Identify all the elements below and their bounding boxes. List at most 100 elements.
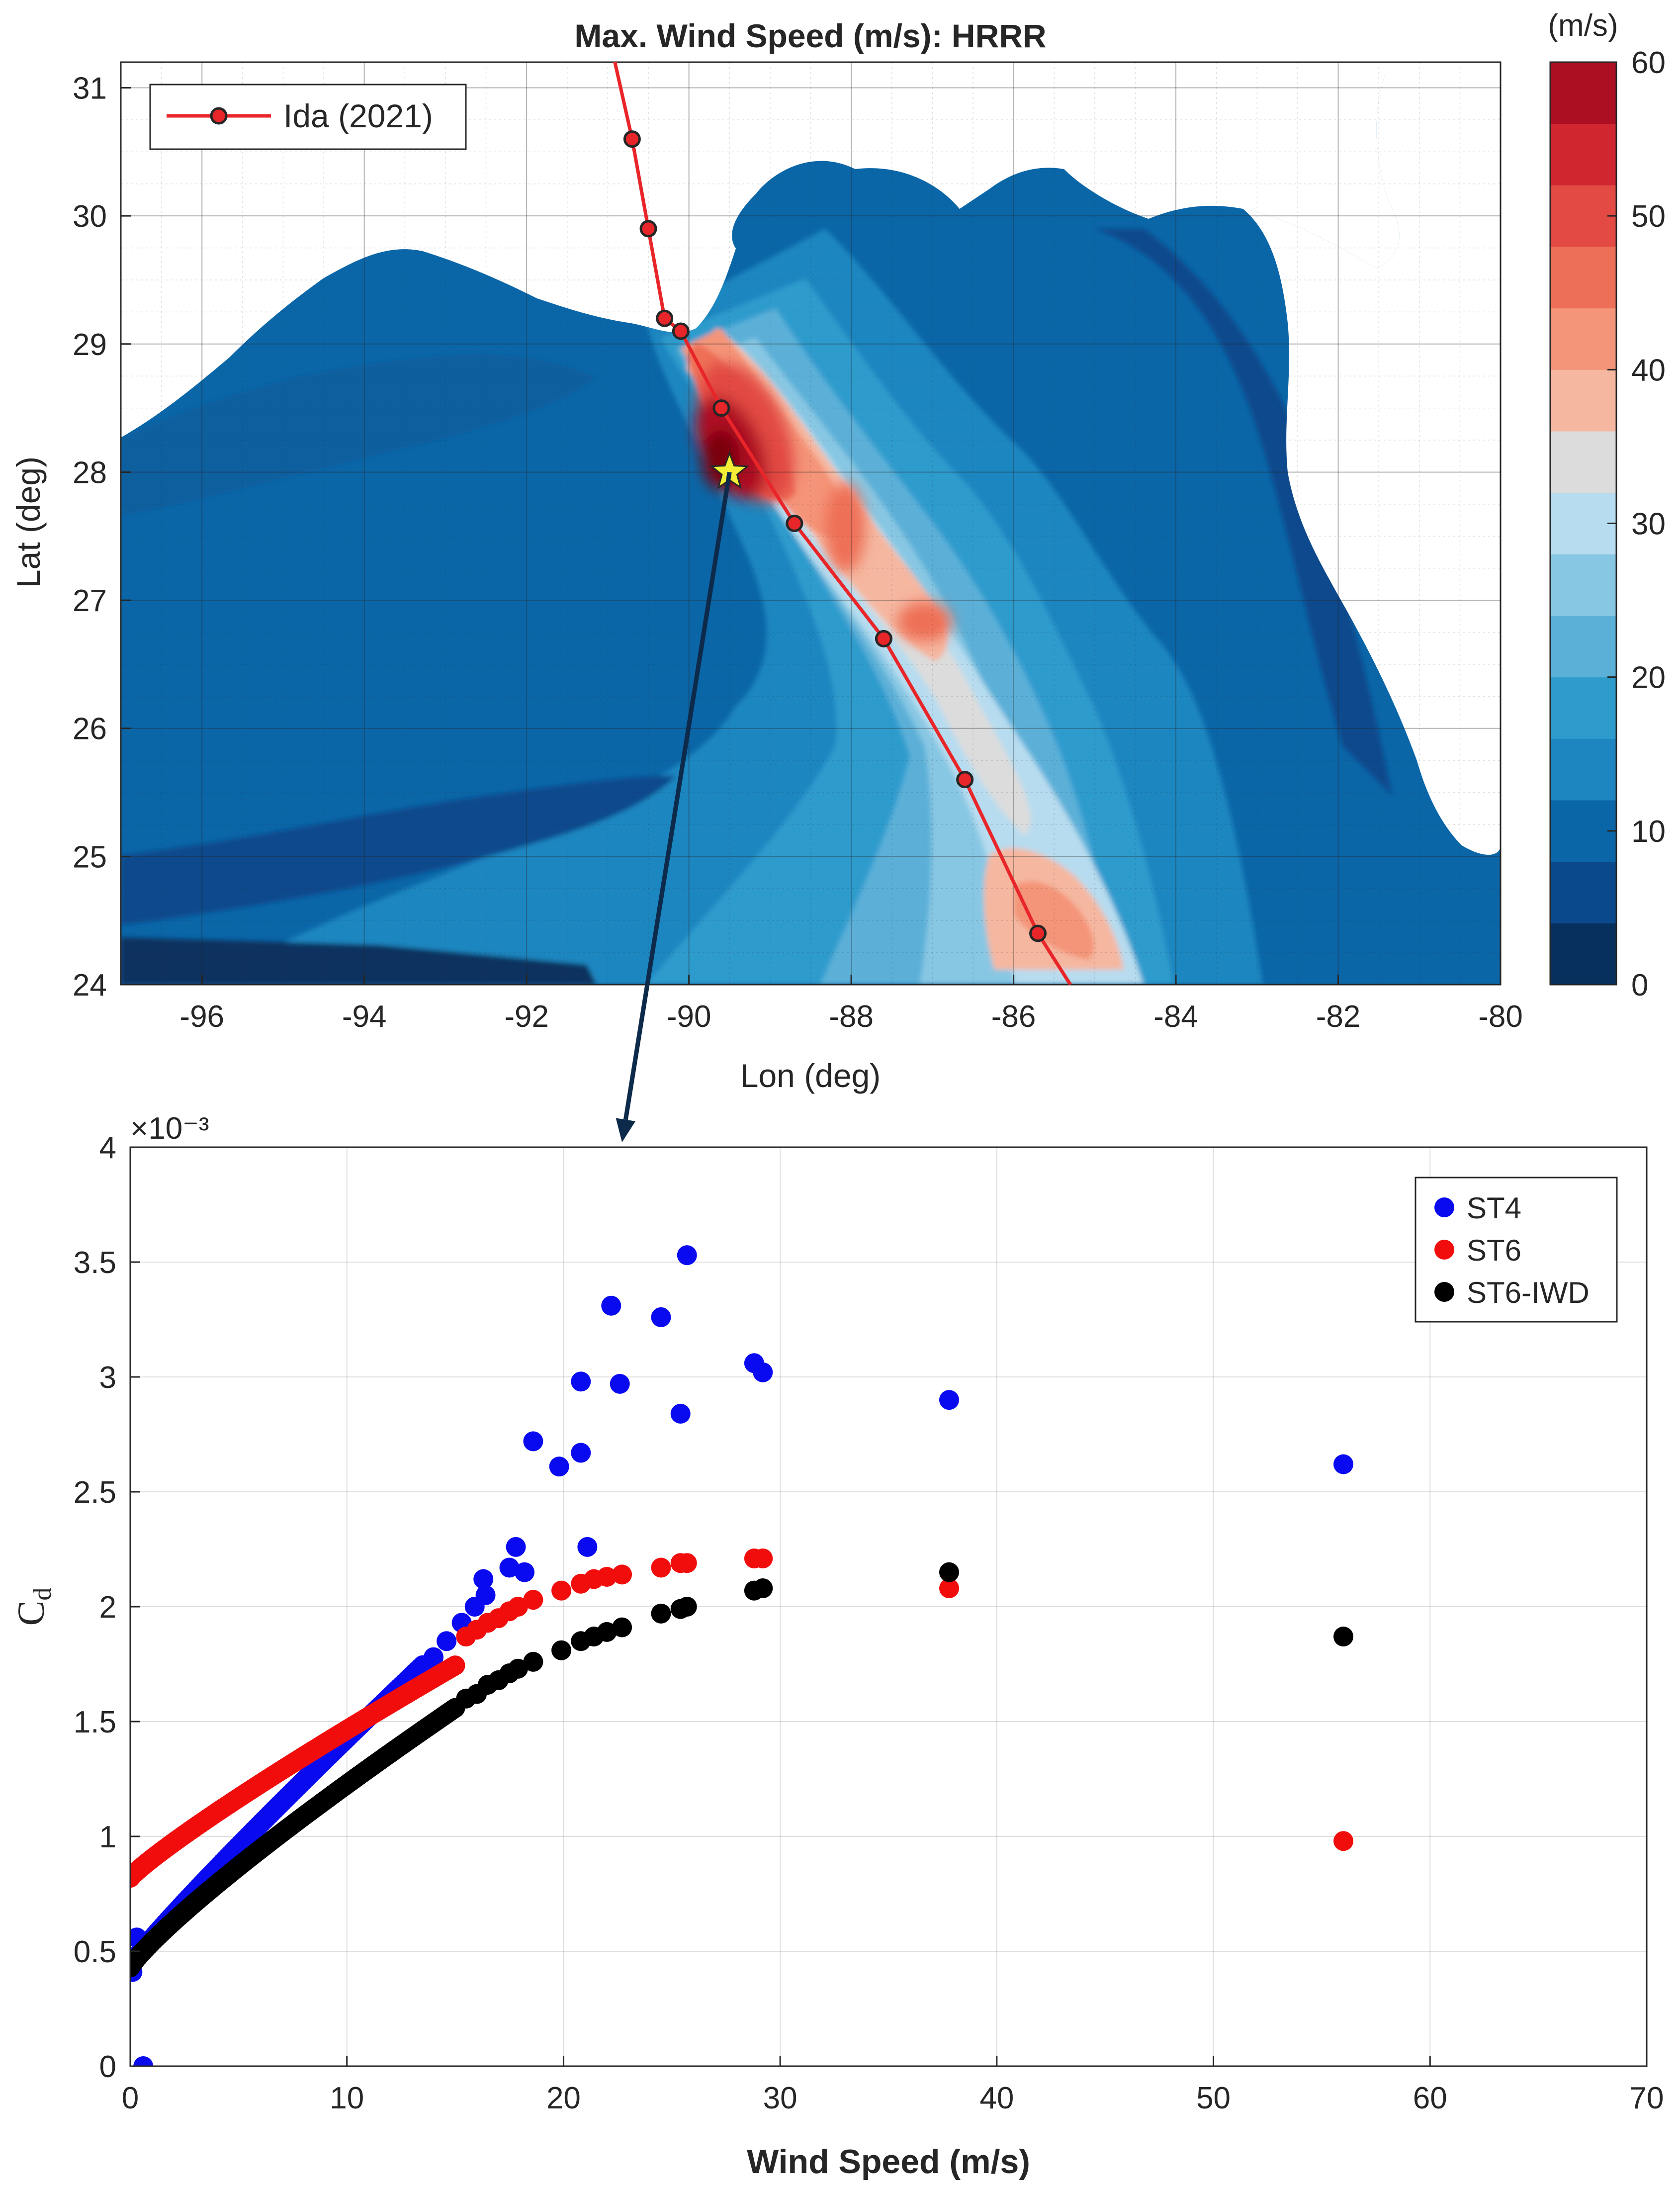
land-us-gulf-coast xyxy=(121,62,1501,438)
map-x-tick-labels: -96 -94 -92 -90 -88 -86 -84 -82 -80 xyxy=(179,975,1523,1034)
colorbar-band xyxy=(1550,861,1616,923)
colorbar-band xyxy=(1550,369,1616,432)
map-y-tick-label: 26 xyxy=(73,712,107,746)
drag-coefficient-scatter-panel: 0 10 20 30 40 50 60 70 00.511.522.533.54 ×10⁻³ … xyxy=(10,1111,1664,2181)
scatter-x-axis-label: Wind Speed (m/s) xyxy=(747,2143,1030,2181)
point-st4 xyxy=(437,1631,457,1651)
point-st4 xyxy=(506,1537,526,1557)
point-st4 xyxy=(677,1245,697,1266)
point-st4 xyxy=(473,1569,494,1589)
map-y-tick-label: 24 xyxy=(73,968,107,1002)
map-axes-frame xyxy=(120,61,1502,986)
track-marker xyxy=(1029,924,1047,942)
map-x-tick-label: -80 xyxy=(1478,1000,1523,1034)
colorbar-band xyxy=(1550,492,1616,554)
map-gridlines xyxy=(121,62,1501,985)
point-st6-iwd xyxy=(1333,1627,1353,1647)
series-st6-iwd xyxy=(130,1562,1353,1978)
wind-band-42-south xyxy=(1014,881,1094,960)
cd-c: C xyxy=(10,1601,52,1626)
point-st4 xyxy=(515,1562,534,1582)
colorbar: 0 10 20 30 40 50 60 (m/s) xyxy=(1548,8,1666,1002)
map-y-tick-label: 30 xyxy=(73,199,107,234)
colorbar-tick-label: 40 xyxy=(1631,353,1666,387)
map-x-tick-label: -84 xyxy=(1153,1000,1198,1034)
series-st6 xyxy=(130,1548,1353,1888)
scatter-y-tick-label: 2.5 xyxy=(74,1475,116,1510)
scatter-axes-background xyxy=(130,1147,1647,2066)
scatter-exponent-label: ×10⁻³ xyxy=(130,1111,209,1146)
track-marker xyxy=(712,399,730,417)
connector-line xyxy=(623,471,732,1120)
point-st6-iwd xyxy=(612,1617,632,1638)
map-x-tick-label: -96 xyxy=(179,1000,224,1034)
colorbar-bands xyxy=(1550,62,1616,985)
scatter-y-tick-label: 1 xyxy=(99,1820,116,1854)
track-marker xyxy=(656,309,674,327)
point-st6 xyxy=(612,1564,632,1585)
point-st6 xyxy=(523,1590,543,1610)
land-masses xyxy=(121,62,1501,855)
wind-band-12-west xyxy=(121,354,597,517)
scatter-x-tick-label: 20 xyxy=(546,2081,581,2115)
point-st4 xyxy=(651,1307,671,1327)
track-marker xyxy=(672,322,690,340)
point-st6-iwd xyxy=(939,1562,959,1582)
track-marker xyxy=(956,771,974,789)
scatter-x-tick-label: 50 xyxy=(1196,2081,1231,2115)
point-st6 xyxy=(1333,1831,1353,1851)
point-st4 xyxy=(601,1295,621,1316)
scatter-points xyxy=(130,1245,1353,2066)
point-st4 xyxy=(523,1431,543,1452)
point-st4 xyxy=(571,1371,591,1392)
colorbar-band xyxy=(1550,185,1616,247)
wind-band-2-sw xyxy=(121,937,597,985)
map-y-tick-label: 28 xyxy=(73,456,107,490)
map-title: Max. Wind Speed (m/s): HRRR xyxy=(574,17,1046,54)
legend-st6-iwd-marker xyxy=(1434,1282,1454,1302)
colorbar-band xyxy=(1550,616,1616,678)
point-st6 xyxy=(445,1655,465,1676)
point-st4 xyxy=(133,2056,154,2066)
point-st4 xyxy=(499,1557,520,1578)
map-legend-box xyxy=(149,84,467,150)
wind-band-44-lower xyxy=(897,602,952,641)
legend-st6-iwd-label: ST6-IWD xyxy=(1467,1276,1590,1309)
map-x-tick-label: -90 xyxy=(667,1000,711,1034)
connector-arrow xyxy=(616,471,732,1142)
map-x-tick-label: -82 xyxy=(1316,1000,1361,1034)
colorbar-band xyxy=(1550,308,1616,370)
colorbar-tick-label: 10 xyxy=(1631,815,1666,849)
track-marker xyxy=(623,130,641,148)
colorbar-tick-label: 60 xyxy=(1631,46,1666,80)
scatter-y-axis-label-main: Cd xyxy=(10,1588,57,1626)
map-y-tick-label: 31 xyxy=(73,72,107,106)
point-st4 xyxy=(475,1585,496,1605)
colorbar-tick-label: 20 xyxy=(1631,661,1666,695)
point-st6-iwd xyxy=(551,1640,572,1660)
scatter-y-tick-label: 3.5 xyxy=(74,1246,116,1280)
colorbar-band xyxy=(1550,677,1616,739)
map-y-axis-label: Lat (deg) xyxy=(10,456,47,588)
colorbar-band xyxy=(1550,800,1616,862)
colorbar-band xyxy=(1550,923,1616,985)
colorbar-band xyxy=(1550,62,1616,124)
colorbar-tick-label: 30 xyxy=(1631,507,1666,542)
point-st6 xyxy=(753,1548,773,1568)
cd-subscript: d xyxy=(28,1588,57,1601)
scatter-y-tick-label: 2 xyxy=(99,1590,116,1625)
colorbar-band xyxy=(1550,738,1616,801)
point-st6 xyxy=(508,1597,528,1617)
scatter-x-tick-label: 30 xyxy=(763,2081,797,2115)
colorbar-units-label: (m/s) xyxy=(1548,8,1618,43)
wind-band-44-mid xyxy=(825,482,865,572)
colorbar-tick-label: 0 xyxy=(1631,968,1648,1002)
connector-arrowhead xyxy=(616,1118,636,1142)
track-marker xyxy=(875,630,892,647)
map-y-tick-label: 25 xyxy=(73,840,107,874)
storm-track xyxy=(613,62,1072,985)
colorbar-ticks: 0 10 20 30 40 50 60 xyxy=(1607,46,1666,1002)
scatter-x-tick-label: 40 xyxy=(979,2081,1014,2115)
legend-st6-marker xyxy=(1434,1240,1454,1260)
scatter-y-tick-label: 0.5 xyxy=(74,1935,116,1969)
